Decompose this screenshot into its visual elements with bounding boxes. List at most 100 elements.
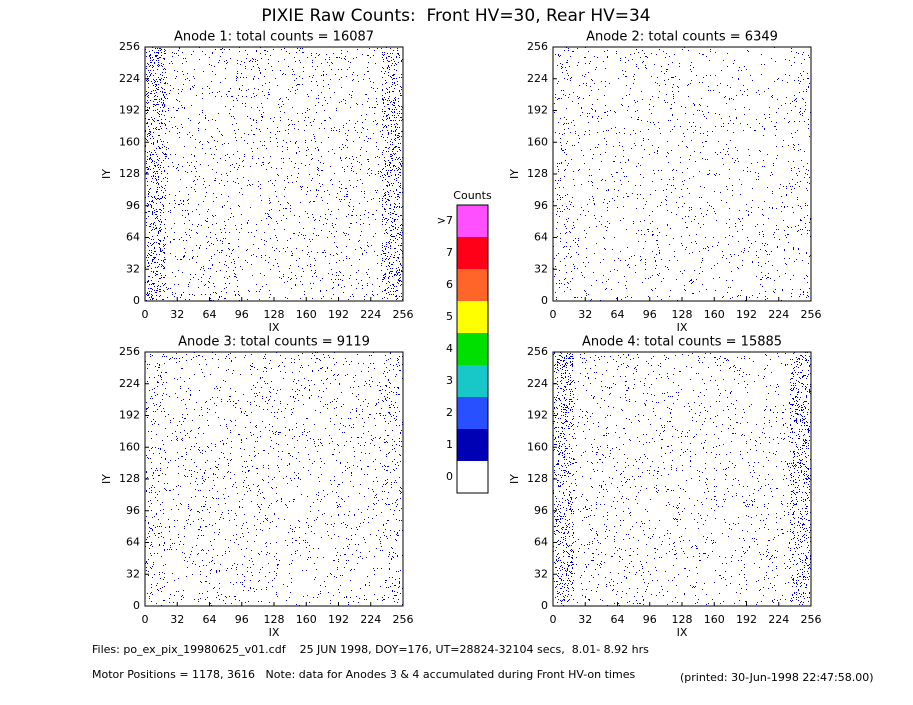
x-tick-label: 224 [768, 613, 789, 626]
x-tick-label: 160 [704, 308, 725, 321]
y-tick-label: 224 [119, 72, 140, 85]
y-tick-label: 0 [133, 599, 140, 612]
y-axis-label: IY [100, 474, 113, 484]
x-axis-label: IX [677, 321, 688, 334]
x-axis-label: IX [269, 626, 280, 639]
x-tick-label: 192 [736, 308, 757, 321]
colorbar-label: 2 [446, 406, 453, 419]
colorbar-swatch [457, 397, 488, 429]
colorbar-swatch [457, 461, 488, 493]
colorbar-swatch [457, 269, 488, 301]
count-texture [553, 47, 811, 301]
x-tick-label: 64 [203, 308, 217, 321]
colorbar-swatch [457, 333, 488, 365]
x-tick-label: 96 [235, 308, 249, 321]
x-tick-label: 256 [801, 308, 822, 321]
y-tick-label: 224 [527, 377, 548, 390]
y-tick-label: 32 [534, 262, 548, 275]
panel-title: Anode 4: total counts = 15885 [582, 335, 782, 350]
count-texture [145, 352, 403, 606]
x-tick-label: 96 [235, 613, 249, 626]
x-axis-label: IX [677, 626, 688, 639]
x-axis-label: IX [269, 321, 280, 334]
y-tick-label: 64 [126, 231, 140, 244]
x-tick-label: 128 [264, 613, 285, 626]
colorbar-swatch [457, 205, 488, 237]
colorbar-swatch [457, 429, 488, 461]
y-tick-label: 192 [527, 104, 548, 117]
x-tick-label: 192 [736, 613, 757, 626]
y-tick-label: 224 [119, 377, 140, 390]
colorbar-frame [456, 204, 489, 494]
y-tick-label: 256 [119, 345, 140, 358]
colorbar-label: 3 [446, 374, 453, 387]
x-tick-label: 32 [170, 613, 184, 626]
y-tick-label: 192 [527, 409, 548, 422]
y-tick-label: 160 [527, 135, 548, 148]
y-tick-label: 0 [541, 599, 548, 612]
x-tick-label: 160 [296, 308, 317, 321]
x-tick-label: 64 [611, 613, 625, 626]
y-tick-label: 160 [527, 440, 548, 453]
colorbar-swatch [457, 301, 488, 333]
y-tick-label: 256 [119, 40, 140, 53]
y-tick-label: 192 [119, 104, 140, 117]
colorbar-title: Counts [453, 189, 492, 202]
colorbar-label: >7 [437, 214, 453, 227]
y-tick-label: 128 [527, 167, 548, 180]
x-tick-label: 0 [142, 308, 149, 321]
footer-files: Files: po_ex_pix_19980625_v01.cdf 25 JUN… [92, 643, 649, 656]
y-tick-label: 256 [527, 40, 548, 53]
count-texture [553, 352, 811, 606]
y-tick-label: 160 [119, 440, 140, 453]
panel-title: Anode 2: total counts = 6349 [586, 30, 778, 45]
y-tick-label: 32 [126, 567, 140, 580]
y-tick-label: 224 [527, 72, 548, 85]
y-tick-label: 0 [133, 294, 140, 307]
x-tick-label: 128 [672, 308, 693, 321]
y-tick-label: 128 [527, 472, 548, 485]
y-tick-label: 128 [119, 167, 140, 180]
x-tick-label: 192 [328, 613, 349, 626]
x-tick-label: 32 [170, 308, 184, 321]
colorbar-label: 0 [446, 470, 453, 483]
x-tick-label: 224 [768, 308, 789, 321]
x-tick-label: 224 [360, 613, 381, 626]
x-tick-label: 64 [203, 613, 217, 626]
x-tick-label: 256 [801, 613, 822, 626]
plot-frame [144, 351, 404, 607]
y-tick-label: 64 [534, 536, 548, 549]
x-tick-label: 256 [393, 613, 414, 626]
y-tick-label: 0 [541, 294, 548, 307]
y-tick-label: 64 [534, 231, 548, 244]
y-tick-label: 96 [534, 199, 548, 212]
plot-frame [144, 46, 404, 302]
y-tick-label: 192 [119, 409, 140, 422]
colorbar-label: 4 [446, 342, 453, 355]
x-tick-label: 160 [704, 613, 725, 626]
panel-title: Anode 1: total counts = 16087 [174, 30, 374, 45]
colorbar-label: 7 [446, 246, 453, 259]
y-tick-label: 128 [119, 472, 140, 485]
y-axis-label: IY [508, 474, 521, 484]
x-tick-label: 160 [296, 613, 317, 626]
y-tick-label: 96 [534, 504, 548, 517]
x-tick-label: 256 [393, 308, 414, 321]
x-tick-label: 128 [264, 308, 285, 321]
y-axis-label: IY [508, 169, 521, 179]
x-tick-label: 0 [550, 308, 557, 321]
chart-title: PIXIE Raw Counts: Front HV=30, Rear HV=3… [261, 6, 650, 26]
colorbar-label: 5 [446, 310, 453, 323]
x-tick-label: 32 [578, 308, 592, 321]
y-tick-label: 32 [534, 567, 548, 580]
colorbar-label: 1 [446, 438, 453, 451]
colorbar-label: 6 [446, 278, 453, 291]
y-axis-label: IY [100, 169, 113, 179]
colorbar-swatch [457, 237, 488, 269]
y-tick-label: 64 [126, 536, 140, 549]
y-tick-label: 96 [126, 199, 140, 212]
x-tick-label: 64 [611, 308, 625, 321]
y-tick-label: 256 [527, 345, 548, 358]
